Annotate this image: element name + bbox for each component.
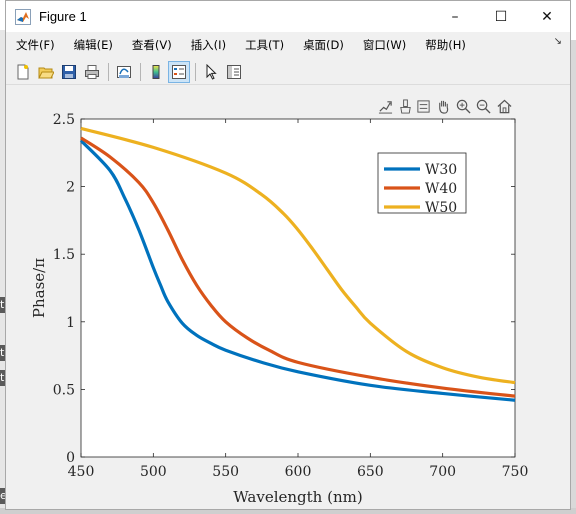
figure-canvas: 450 500 550 600 650 700 750 0 0.5 1 1.5 2 2.5 Wavele… (6, 87, 570, 509)
open-file-icon[interactable] (35, 61, 57, 83)
menu-edit[interactable]: 编辑(E) (73, 38, 113, 52)
link-plot-icon[interactable] (113, 61, 135, 83)
menu-window[interactable]: 窗口(W) (362, 38, 407, 52)
y-tick-label: 1 (66, 315, 75, 331)
export-icon[interactable] (376, 97, 394, 115)
property-inspector-icon[interactable] (223, 61, 245, 83)
x-tick-label: 550 (212, 464, 239, 480)
background-panel-right (571, 40, 576, 514)
window-title: Figure 1 (39, 9, 87, 24)
series-line-w50[interactable] (80, 126, 516, 385)
close-button[interactable]: ✕ (524, 1, 570, 32)
menu-file[interactable]: 文件(F) (16, 38, 55, 52)
x-tick-label: 650 (357, 464, 384, 480)
series-line-w40[interactable] (80, 136, 516, 398)
home-icon[interactable] (495, 97, 513, 115)
data-tip-icon[interactable] (414, 97, 432, 115)
menu-desktop[interactable]: 桌面(D) (303, 38, 344, 52)
y-tick-label: 0.5 (53, 382, 75, 398)
series-line-w30[interactable] (79, 139, 516, 402)
figure-toolbar (6, 59, 570, 85)
toolbar-separator (195, 62, 196, 81)
title-bar[interactable]: Figure 1 – ☐ ✕ (6, 1, 570, 32)
toolbar-separator (140, 62, 141, 81)
toolbar-separator (108, 62, 109, 81)
insert-colorbar-icon[interactable] (145, 61, 167, 83)
legend-label-w50: W50 (425, 200, 457, 216)
save-icon[interactable] (58, 61, 80, 83)
x-tick-label: 450 (68, 464, 95, 480)
x-tick-label: 500 (140, 464, 167, 480)
menu-insert[interactable]: 插入(I) (190, 38, 227, 52)
edit-plot-arrow-icon[interactable] (200, 61, 222, 83)
phase-plot: 450 500 550 600 650 700 750 0 0.5 1 1.5 2 2.5 Wavele… (30, 112, 529, 506)
x-axis-label: Wavelength (nm) (233, 488, 362, 506)
insert-legend-icon[interactable] (168, 60, 190, 83)
y-tick-label: 2.5 (53, 112, 75, 128)
legend-label-w40: W40 (425, 181, 457, 197)
y-axis-label: Phase/π (30, 258, 48, 318)
x-tick-label: 750 (502, 464, 529, 480)
legend-label-w30: W30 (425, 162, 457, 178)
y-tick-label: 2 (66, 180, 75, 196)
pan-hand-icon[interactable] (434, 97, 452, 115)
menu-bar: 文件(F) 编辑(E) 查看(V) 插入(I) 工具(T) 桌面(D) 窗口(W… (6, 34, 570, 56)
print-icon[interactable] (81, 61, 103, 83)
menu-overflow-icon[interactable]: ↘ (553, 36, 562, 47)
background-panel-bottom (0, 508, 576, 514)
menu-tools[interactable]: 工具(T) (245, 38, 285, 52)
figure-window: Figure 1 – ☐ ✕ 文件(F) 编辑(E) 查看(V) 插入(I) 工… (5, 0, 571, 510)
zoom-in-icon[interactable] (454, 97, 472, 115)
close-icon: ✕ (541, 8, 553, 25)
menu-view[interactable]: 查看(V) (131, 38, 172, 52)
maximize-icon: ☐ (494, 8, 508, 25)
legend[interactable]: W30 W40 W50 (377, 152, 467, 216)
x-tick-label: 600 (285, 464, 312, 480)
zoom-out-icon[interactable] (474, 97, 492, 115)
maximize-button[interactable]: ☐ (478, 1, 524, 32)
matlab-logo-icon (15, 8, 31, 25)
y-tick-label: 1.5 (53, 247, 75, 263)
minimize-button[interactable]: – (432, 1, 478, 32)
legend-box[interactable] (377, 152, 467, 214)
minimize-icon: – (451, 8, 459, 25)
new-figure-icon[interactable] (12, 61, 34, 83)
y-tick-label: 0 (66, 450, 75, 466)
menu-help[interactable]: 帮助(H) (425, 38, 466, 52)
x-tick-label: 700 (429, 464, 456, 480)
brush-icon[interactable] (396, 97, 414, 115)
